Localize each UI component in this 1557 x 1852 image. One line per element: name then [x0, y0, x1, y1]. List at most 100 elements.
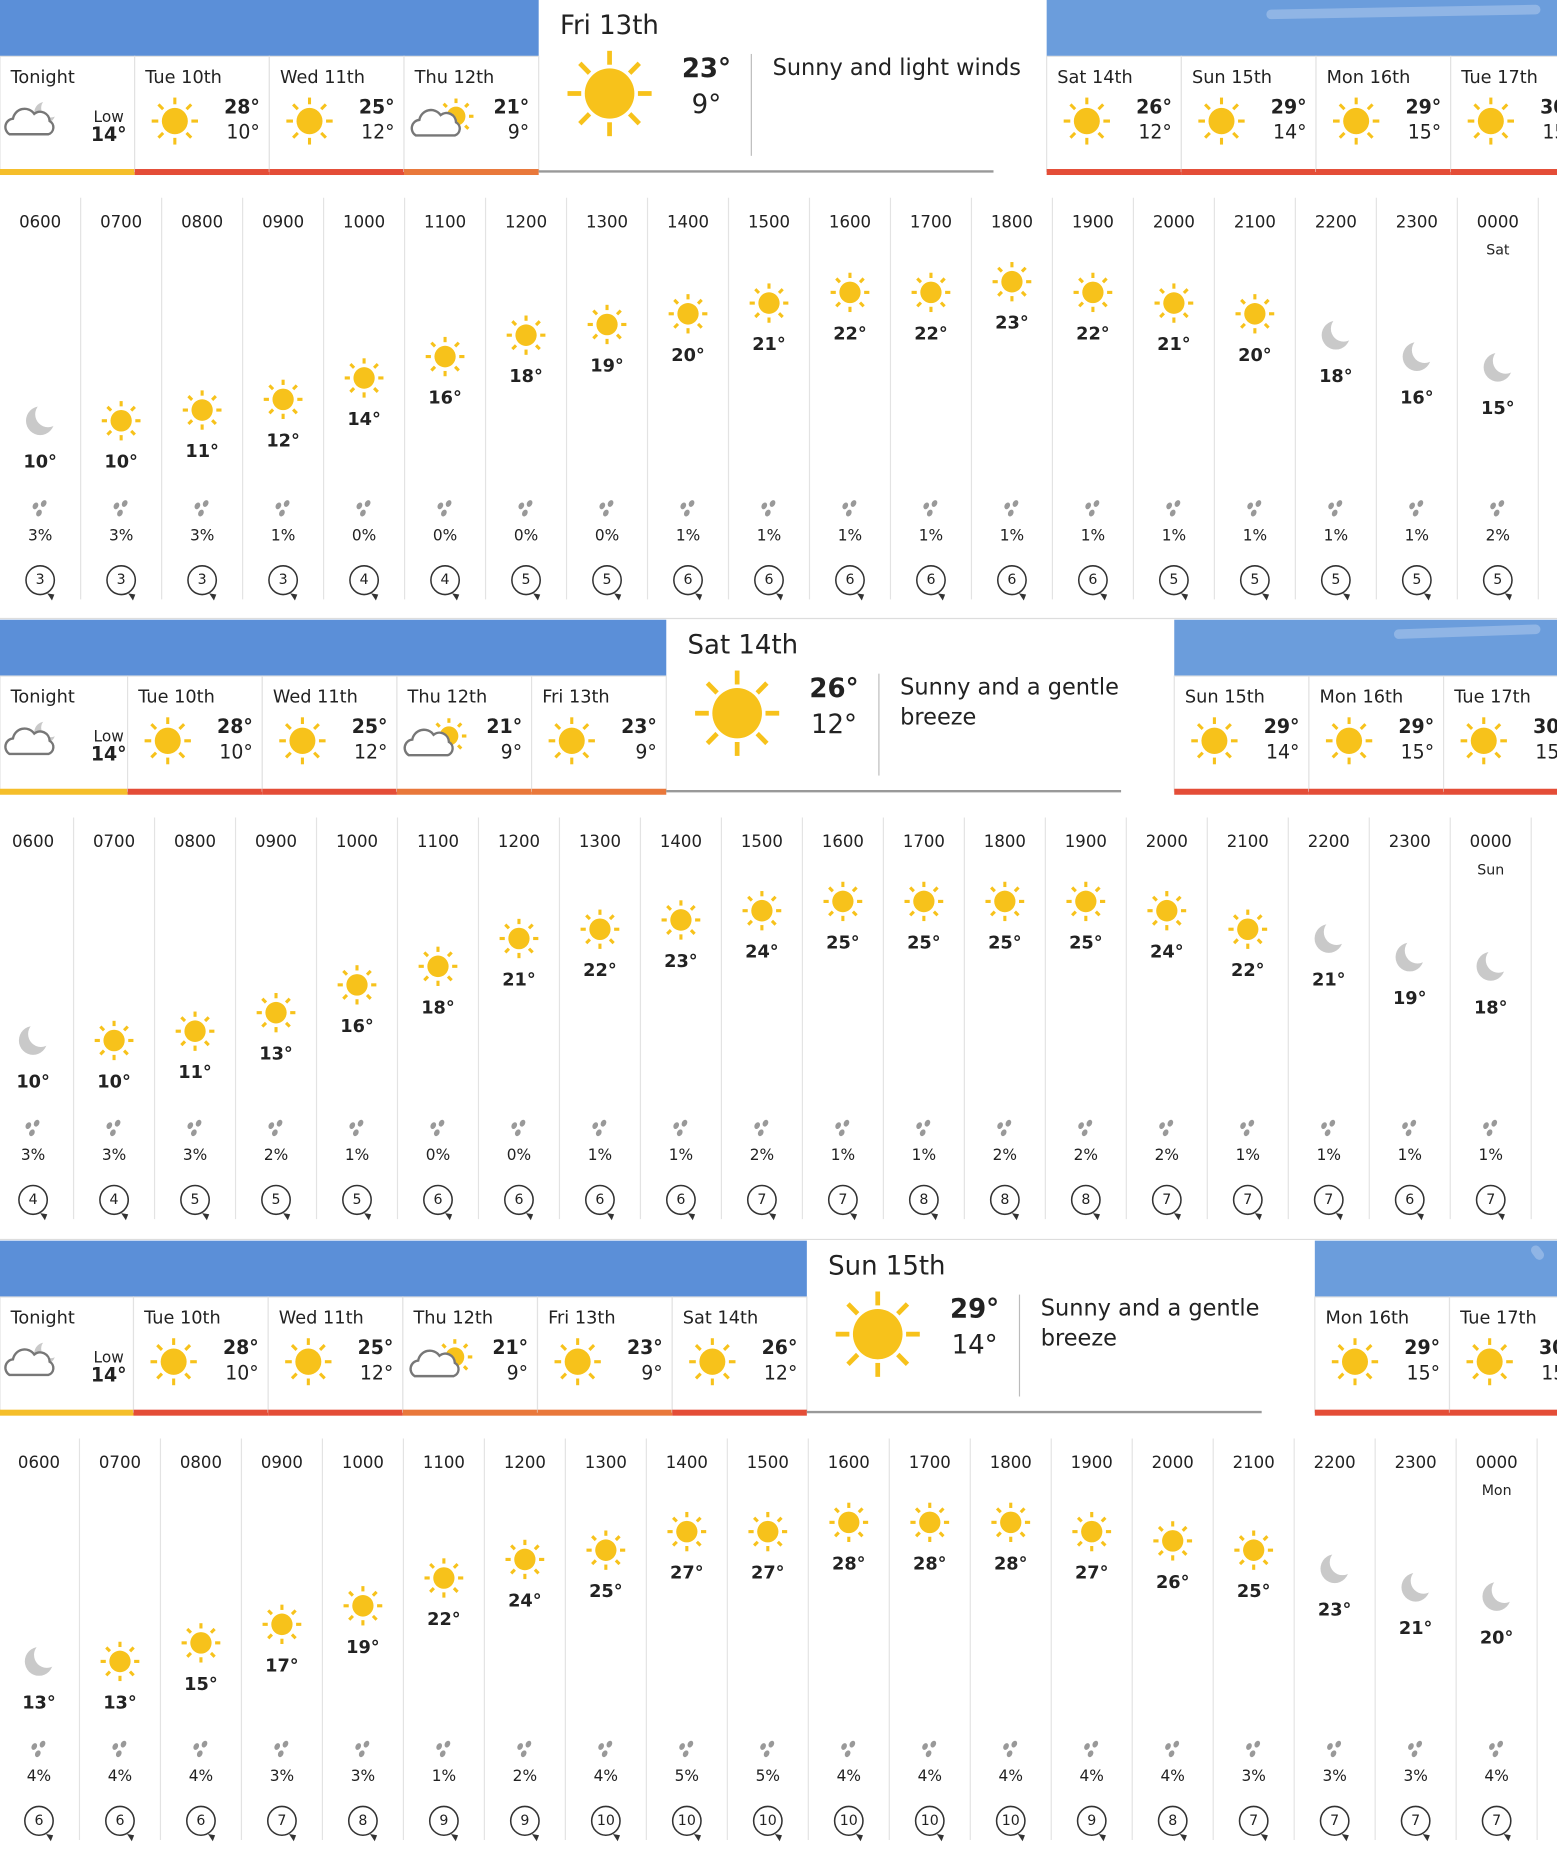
day-tab[interactable]: Wed 11th 25° 12° — [267, 1296, 404, 1416]
day-tab[interactable]: Thu 12th 21° 9° — [403, 55, 540, 176]
rain-chance: 3% — [190, 526, 214, 544]
day-tab-background[interactable] — [1046, 55, 1182, 173]
wind-speed: 5 — [191, 1192, 200, 1208]
sun-ray — [320, 131, 327, 139]
rain-drop — [1408, 1743, 1414, 1750]
day-tab[interactable]: Fri 13th 23° 9° — [531, 675, 667, 795]
day-tab-background[interactable] — [1180, 55, 1317, 173]
low-temp: 9° — [641, 1362, 662, 1384]
sky-cloud — [1266, 4, 1541, 20]
day-tab[interactable]: Mon 16th 29° 15° — [1315, 55, 1452, 176]
day-tab-background[interactable] — [1315, 55, 1452, 173]
rain-drop — [275, 502, 282, 510]
day-tab-background[interactable] — [671, 1296, 808, 1413]
sun-ray — [777, 288, 784, 295]
sun-disc — [1081, 1520, 1103, 1543]
day-tab-background[interactable] — [536, 1296, 673, 1413]
day-tab[interactable]: Tue 17th30° 15° — [1450, 55, 1557, 176]
day-tab[interactable]: Thu 12th 21° 9° — [396, 675, 533, 795]
day-tab-background[interactable] — [261, 675, 398, 792]
sun-ray — [371, 1590, 378, 1597]
sun-icon — [1066, 881, 1106, 922]
wind-speed: 7 — [277, 1813, 286, 1829]
selected-day: Fri 13th 23° 9° Sunny and light winds — [538, 11, 1021, 173]
sun-disc — [427, 955, 449, 978]
sun-ray — [268, 408, 275, 415]
hour-time: 0900 — [262, 212, 304, 231]
rain-drop — [919, 1129, 926, 1137]
wind-circle — [1077, 565, 1108, 596]
sun-ray — [846, 1302, 860, 1316]
sun-disc — [1163, 292, 1185, 314]
day-tab[interactable]: Fri 13th 23° 9° — [536, 1296, 673, 1416]
wind-circle — [754, 565, 784, 596]
wind-speed: 6 — [1088, 572, 1097, 588]
hour-temp: 10° — [16, 1071, 50, 1092]
sun-disc — [564, 1348, 591, 1375]
day-tab-label: Sun 15th — [1185, 687, 1265, 708]
day-tab[interactable]: Wed 11th 25° 12° — [261, 675, 398, 795]
day-tab-background[interactable] — [1450, 55, 1557, 173]
sun-ray — [130, 429, 136, 436]
day-tab[interactable]: Tue 17th30° 15° — [1448, 1296, 1557, 1416]
sun-disc — [1156, 899, 1178, 922]
day-tab-background[interactable] — [126, 675, 263, 792]
sky-bar — [0, 1240, 807, 1297]
sun-ray — [1204, 103, 1211, 111]
day-tab-background[interactable] — [268, 55, 405, 173]
hour-column: 1700 28° 4% 10 — [909, 1438, 971, 1842]
rain-chance: 0% — [595, 526, 619, 544]
rain-drop — [926, 509, 933, 517]
sun-ray — [858, 301, 865, 308]
day-tab-background[interactable] — [267, 1296, 404, 1413]
day-tab-background[interactable] — [531, 675, 667, 792]
day-tab[interactable]: Mon 16th 29° 15° — [1314, 1296, 1451, 1416]
sun-icon — [100, 1641, 140, 1682]
day-tab[interactable]: Sun 15th 29° 14° — [1180, 55, 1317, 176]
sun-ray — [588, 1344, 596, 1351]
day-tab-background[interactable] — [132, 1296, 269, 1413]
rain-drop — [845, 509, 852, 517]
day-tab[interactable]: Sun 15th 29° 14° — [1173, 675, 1310, 795]
wind-arrow — [1423, 593, 1432, 601]
sun-ray — [1019, 1531, 1026, 1538]
day-tab-background[interactable] — [1314, 1296, 1451, 1413]
day-tab-background[interactable] — [1173, 675, 1310, 792]
day-tab[interactable]: Tue 17th30° 15° — [1443, 675, 1557, 795]
sun-ray — [939, 277, 946, 284]
sun-ray — [342, 993, 349, 1000]
hour-temp: 18° — [1474, 997, 1508, 1018]
sun-ray — [457, 722, 463, 728]
day-tab-label: Tue 17th — [1453, 687, 1531, 708]
sun-icon — [337, 965, 377, 1005]
sun-ray — [1262, 1535, 1269, 1542]
sun-ray — [130, 405, 136, 412]
sun-disc — [1237, 918, 1259, 941]
day-tab-background[interactable] — [1308, 675, 1445, 792]
hour-column: 0800 11° 3% 3 — [181, 197, 244, 601]
rain-chance: 4% — [1484, 1767, 1508, 1785]
low-temp: 15° — [1541, 1362, 1557, 1384]
hour-time: 1800 — [991, 212, 1033, 231]
day-tab-background[interactable] — [1443, 675, 1557, 792]
day-tab[interactable]: Wed 11th 25° 12° — [268, 55, 405, 176]
rain-drop — [1330, 1750, 1337, 1758]
sun-ray — [365, 969, 372, 976]
rain-chance: 1% — [676, 526, 700, 544]
sun-ray — [442, 102, 448, 109]
day-tab[interactable]: Thu 12th 21° 9° — [402, 1296, 539, 1416]
hour-time: 1100 — [417, 832, 459, 851]
sun-ray — [1225, 723, 1232, 731]
day-tab[interactable]: Mon 16th 29° 15° — [1308, 675, 1445, 795]
rain-drop — [1159, 1122, 1165, 1129]
sun-ray — [770, 895, 777, 902]
wind-circle — [342, 1184, 372, 1216]
